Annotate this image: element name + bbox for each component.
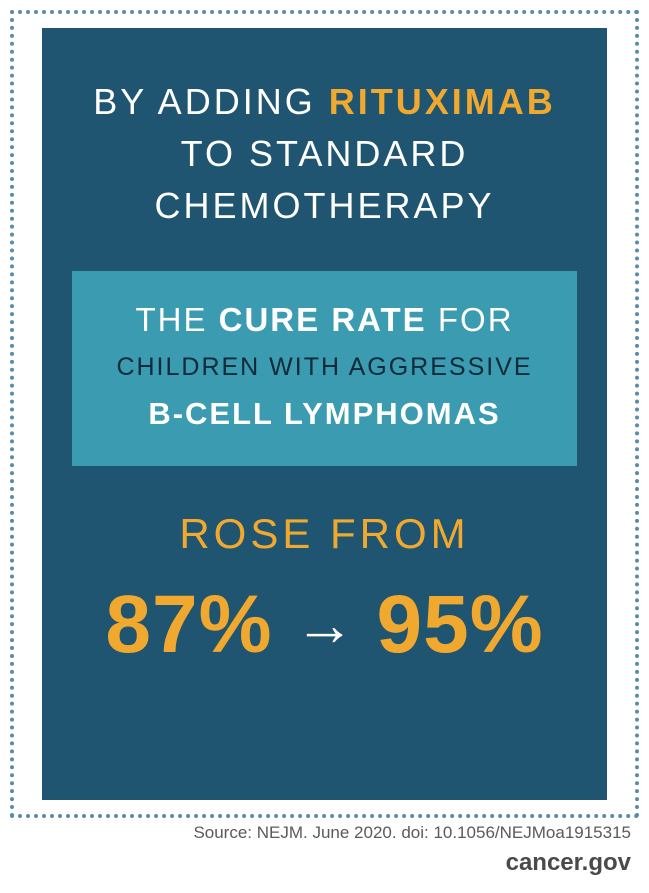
rose-from-label: ROSE FROM bbox=[179, 510, 469, 558]
line1-bold: CURE RATE bbox=[219, 301, 427, 338]
from-percentage: 87% bbox=[105, 578, 272, 672]
source-citation: Source: NEJM. June 2020. doi: 10.1056/NE… bbox=[193, 823, 631, 843]
headline-post: TO STANDARD CHEMOTHERAPY bbox=[154, 133, 494, 226]
cure-rate-line1: THE CURE RATE FOR bbox=[92, 301, 557, 339]
headline-pre: BY ADDING bbox=[93, 81, 328, 122]
to-percentage: 95% bbox=[377, 578, 544, 672]
footer: Source: NEJM. June 2020. doi: 10.1056/NE… bbox=[193, 823, 631, 877]
stats-row: 87% → 95% bbox=[105, 578, 543, 672]
site-attribution: cancer.gov bbox=[193, 849, 631, 877]
drug-name: RITUXIMAB bbox=[329, 81, 556, 122]
main-panel: BY ADDING RITUXIMAB TO STANDARD CHEMOTHE… bbox=[42, 28, 607, 800]
line1-post: FOR bbox=[427, 301, 514, 338]
arrow-icon: → bbox=[295, 590, 355, 659]
line1-pre: THE bbox=[135, 301, 218, 338]
headline: BY ADDING RITUXIMAB TO STANDARD CHEMOTHE… bbox=[72, 76, 577, 233]
cure-rate-box: THE CURE RATE FOR CHILDREN WITH AGGRESSI… bbox=[72, 271, 577, 466]
cure-rate-line2: CHILDREN WITH AGGRESSIVE bbox=[92, 353, 557, 382]
cure-rate-line3: B-CELL LYMPHOMAS bbox=[92, 396, 557, 432]
